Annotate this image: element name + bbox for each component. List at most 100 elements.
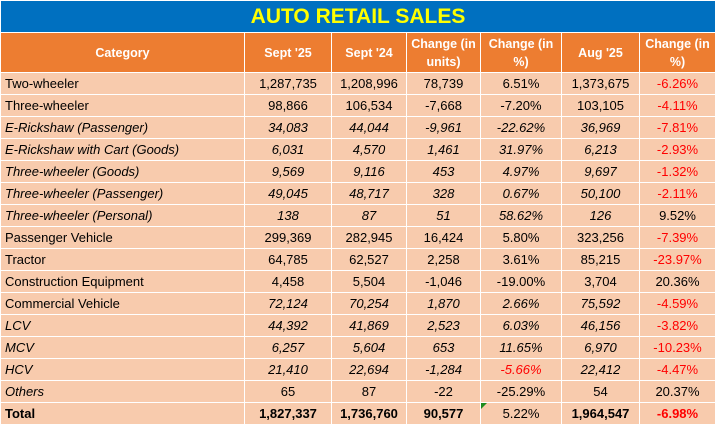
value-cell: 6,213 — [562, 139, 640, 161]
category-cell: Three-wheeler (Personal) — [1, 205, 245, 227]
value-cell: -4.11% — [640, 95, 715, 117]
category-cell: E-Rickshaw (Passenger) — [1, 117, 245, 139]
value-cell: 44,044 — [332, 117, 407, 139]
value-cell: 5.22% — [481, 403, 562, 425]
value-cell: 72,124 — [245, 293, 332, 315]
value-cell: -25.29% — [481, 381, 562, 403]
category-cell: Two-wheeler — [1, 73, 245, 95]
column-header: Change (in units) — [407, 33, 481, 73]
value-cell: 282,945 — [332, 227, 407, 249]
value-cell: 20.36% — [640, 271, 715, 293]
value-cell: 9,116 — [332, 161, 407, 183]
value-cell: 103,105 — [562, 95, 640, 117]
value-cell: 65 — [245, 381, 332, 403]
value-cell: 1,964,547 — [562, 403, 640, 425]
value-cell: 50,100 — [562, 183, 640, 205]
value-cell: 3,704 — [562, 271, 640, 293]
value-cell: 5,604 — [332, 337, 407, 359]
value-cell: 2,258 — [407, 249, 481, 271]
value-cell: 1,208,996 — [332, 73, 407, 95]
value-cell: 87 — [332, 205, 407, 227]
value-cell: 299,369 — [245, 227, 332, 249]
value-cell: -23.97% — [640, 249, 715, 271]
value-cell: -6.26% — [640, 73, 715, 95]
value-cell: 64,785 — [245, 249, 332, 271]
value-cell: 4.97% — [481, 161, 562, 183]
value-cell: -10.23% — [640, 337, 715, 359]
value-cell: 453 — [407, 161, 481, 183]
value-cell: 22,412 — [562, 359, 640, 381]
category-cell: Three-wheeler (Passenger) — [1, 183, 245, 205]
category-cell: LCV — [1, 315, 245, 337]
value-cell: 5.80% — [481, 227, 562, 249]
value-cell: 1,870 — [407, 293, 481, 315]
value-cell: -7.39% — [640, 227, 715, 249]
value-cell: 106,534 — [332, 95, 407, 117]
value-cell: 653 — [407, 337, 481, 359]
value-cell: 1,287,735 — [245, 73, 332, 95]
value-cell: 1,373,675 — [562, 73, 640, 95]
column-header: Change (in %) — [481, 33, 562, 73]
value-cell: -7.20% — [481, 95, 562, 117]
value-cell: 36,969 — [562, 117, 640, 139]
category-cell: Three-wheeler (Goods) — [1, 161, 245, 183]
value-cell: 1,827,337 — [245, 403, 332, 425]
value-cell: -22.62% — [481, 117, 562, 139]
column-header: Sept '25 — [245, 33, 332, 73]
value-cell: 6.03% — [481, 315, 562, 337]
table-title: AUTO RETAIL SALES — [1, 1, 715, 33]
value-cell: 87 — [332, 381, 407, 403]
category-cell: Tractor — [1, 249, 245, 271]
value-cell: -1,284 — [407, 359, 481, 381]
value-cell: 6,257 — [245, 337, 332, 359]
value-cell: -2.93% — [640, 139, 715, 161]
value-cell: 75,592 — [562, 293, 640, 315]
value-cell: 54 — [562, 381, 640, 403]
value-cell: 5,504 — [332, 271, 407, 293]
value-cell: -4.47% — [640, 359, 715, 381]
category-cell: Three-wheeler — [1, 95, 245, 117]
value-cell: 1,736,760 — [332, 403, 407, 425]
column-header: Sept '24 — [332, 33, 407, 73]
category-cell: Others — [1, 381, 245, 403]
value-cell: 85,215 — [562, 249, 640, 271]
value-cell: 9,569 — [245, 161, 332, 183]
value-cell: -7,668 — [407, 95, 481, 117]
value-cell: 34,083 — [245, 117, 332, 139]
value-cell: -7.81% — [640, 117, 715, 139]
column-header: Category — [1, 33, 245, 73]
value-cell: -6.98% — [640, 403, 715, 425]
value-cell: -4.59% — [640, 293, 715, 315]
value-cell: 323,256 — [562, 227, 640, 249]
value-cell: 126 — [562, 205, 640, 227]
value-cell: -2.11% — [640, 183, 715, 205]
value-cell: 6.51% — [481, 73, 562, 95]
value-cell: -1.32% — [640, 161, 715, 183]
value-cell: 48,717 — [332, 183, 407, 205]
value-cell: 4,458 — [245, 271, 332, 293]
value-cell: 41,869 — [332, 315, 407, 337]
value-cell: -9,961 — [407, 117, 481, 139]
value-cell: 98,866 — [245, 95, 332, 117]
value-cell: 58.62% — [481, 205, 562, 227]
category-cell: HCV — [1, 359, 245, 381]
value-cell: 21,410 — [245, 359, 332, 381]
category-cell: MCV — [1, 337, 245, 359]
value-cell: 4,570 — [332, 139, 407, 161]
value-cell: 9,697 — [562, 161, 640, 183]
value-cell: -1,046 — [407, 271, 481, 293]
value-cell: 328 — [407, 183, 481, 205]
column-header: Aug '25 — [562, 33, 640, 73]
